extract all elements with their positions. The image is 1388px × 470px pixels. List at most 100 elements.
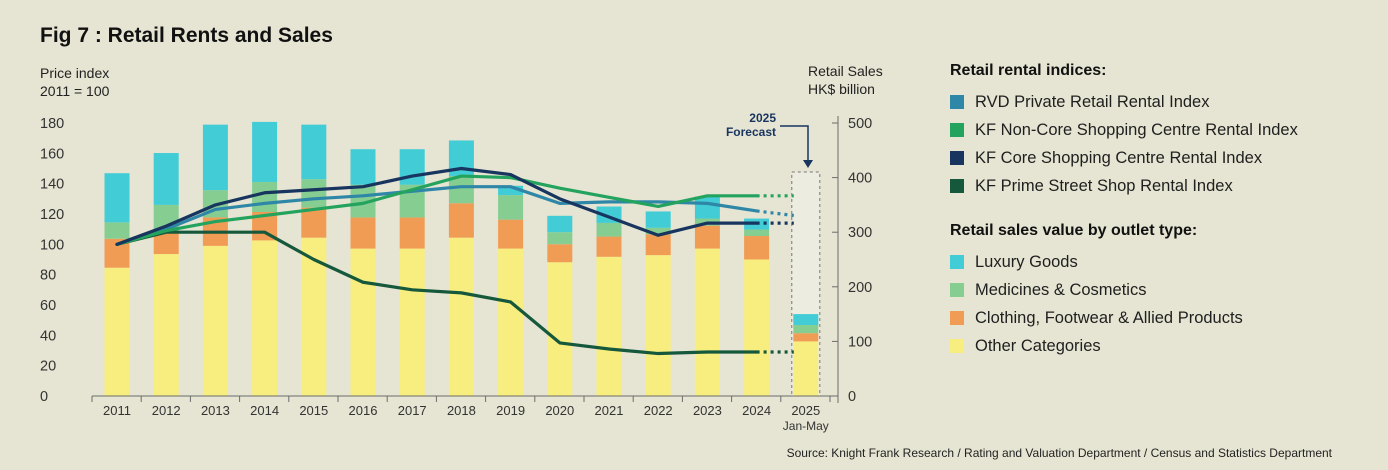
left-tick-label: 80	[40, 268, 56, 284]
bar-2023-1	[694, 225, 720, 249]
bar-2017-0	[399, 248, 425, 396]
bar-2018-1	[448, 203, 474, 238]
legend: Retail rental indices: RVD Private Retai…	[950, 60, 1380, 360]
forecast-label-word: Forecast	[726, 125, 776, 139]
bar-2024-2	[744, 229, 770, 237]
right-tick-label: 200	[848, 280, 872, 296]
legend-label: Clothing, Footwear & Allied Products	[975, 308, 1243, 327]
x-tick-label: 2022	[644, 403, 673, 418]
legend-label: Medicines & Cosmetics	[975, 280, 1147, 299]
right-tick-label: 100	[848, 334, 872, 350]
bar-2019-1	[498, 219, 524, 249]
bar-2024-0	[744, 259, 770, 396]
legend-item-sales-2: Clothing, Footwear & Allied Products	[950, 304, 1380, 332]
legend-label: KF Core Shopping Centre Rental Index	[975, 148, 1263, 167]
right-tick-label: 300	[848, 225, 872, 241]
legend-swatch	[950, 179, 964, 193]
retail-rents-sales-chart: 0 20 40 60 80 100 120 140 160 180 0 100 200 300 400 500…	[40, 111, 872, 433]
bar-2018-2	[448, 175, 474, 204]
left-tick-label: 60	[40, 298, 56, 314]
bar-2014-3	[252, 121, 278, 182]
x-tick-label: 2012	[152, 403, 181, 418]
bar-2011-0	[104, 267, 130, 396]
bar-2021-1	[596, 236, 622, 257]
right-axis-label: Retail Sales HK$ billion	[808, 62, 883, 98]
bar-2025-0	[793, 341, 819, 396]
bar-2022-2	[645, 227, 671, 235]
line-series-3	[115, 166, 759, 246]
legend-swatch	[950, 283, 964, 297]
legend-swatch	[950, 123, 964, 137]
bar-2012-0	[153, 254, 179, 396]
bar-2020-1	[547, 244, 573, 263]
forecast-label-year: 2025	[749, 111, 776, 125]
legend-swatch	[950, 311, 964, 325]
bar-2011-2	[104, 222, 130, 239]
bar-2015-3	[301, 124, 327, 180]
legend-rental-title: Retail rental indices:	[950, 62, 1107, 79]
line-series-0	[115, 230, 759, 356]
left-tick-label: 40	[40, 328, 56, 344]
legend-sales-list: Luxury Goods Medicines & Cosmetics Clothin…	[950, 248, 1380, 360]
x-tick-label: 2016	[349, 403, 378, 418]
bar-2015-2	[301, 179, 327, 208]
legend-item-rental-1: KF Non-Core Shopping Centre Rental Index	[950, 116, 1380, 144]
x-tick-sublabel: Jan-May	[783, 419, 829, 433]
legend-label: Other Categories	[975, 336, 1101, 355]
bar-2022-1	[645, 234, 671, 256]
bar-2016-3	[350, 149, 376, 185]
legend-item-rental-3: KF Prime Street Shop Rental Index	[950, 172, 1380, 200]
x-tick-label: 2017	[398, 403, 427, 418]
bar-2014-0	[252, 240, 278, 396]
bar-2017-1	[399, 217, 425, 249]
bar-2025-3	[793, 314, 819, 326]
legend-sales-title: Retail sales value by outlet type:	[950, 222, 1198, 239]
legend-label: KF Prime Street Shop Rental Index	[975, 176, 1233, 195]
forecast-pointer-head	[803, 160, 813, 168]
line-forecast-1	[756, 209, 794, 218]
bar-2016-0	[350, 248, 376, 396]
bar-2020-2	[547, 232, 573, 245]
x-tick-label: 2019	[496, 403, 525, 418]
bar-2020-0	[547, 262, 573, 396]
bar-2022-0	[645, 255, 671, 396]
legend-swatch	[950, 339, 964, 353]
bar-2013-3	[202, 124, 228, 191]
x-tick-label: 2024	[742, 403, 771, 418]
line-series-2	[115, 174, 759, 246]
legend-label: RVD Private Retail Rental Index	[975, 92, 1210, 111]
bar-2019-0	[498, 248, 524, 396]
right-axis-label-line2: HK$ billion	[808, 81, 875, 97]
left-tick-label: 120	[40, 207, 64, 223]
x-tick-label: 2011	[103, 403, 131, 418]
x-tick-label: 2023	[693, 403, 722, 418]
bar-2022-3	[645, 211, 671, 228]
bar-2023-3	[694, 196, 720, 219]
x-tick-label: 2018	[447, 403, 476, 418]
bar-2019-2	[498, 195, 524, 220]
bar-2014-2	[252, 181, 278, 212]
x-tick-label: 2013	[201, 403, 230, 418]
legend-label: Luxury Goods	[975, 252, 1078, 271]
bar-2025-1	[793, 333, 819, 342]
legend-item-sales-3: Other Categories	[950, 332, 1380, 360]
source-note: Source: Knight Frank Research / Rating a…	[786, 446, 1332, 460]
bar-2016-1	[350, 217, 376, 249]
forecast-pointer	[780, 125, 809, 160]
bar-2018-0	[448, 237, 474, 396]
bar-2025-2	[793, 325, 819, 334]
legend-item-sales-0: Luxury Goods	[950, 248, 1380, 276]
legend-swatch	[950, 95, 964, 109]
legend-rental-list: RVD Private Retail Rental Index KF Non-Co…	[950, 88, 1380, 200]
left-axis-label: Price index 2011 = 100	[40, 64, 109, 100]
bar-2020-3	[547, 215, 573, 233]
bar-2012-1	[153, 232, 179, 255]
left-tick-label: 160	[40, 146, 64, 162]
x-tick-label: 2020	[545, 403, 574, 418]
x-tick-label: 2025	[791, 403, 820, 418]
legend-item-rental-0: RVD Private Retail Rental Index	[950, 88, 1380, 116]
left-tick-label: 0	[40, 389, 48, 405]
left-tick-label: 140	[40, 177, 64, 193]
legend-label: KF Non-Core Shopping Centre Rental Index	[975, 120, 1298, 139]
x-tick-label: 2015	[299, 403, 328, 418]
